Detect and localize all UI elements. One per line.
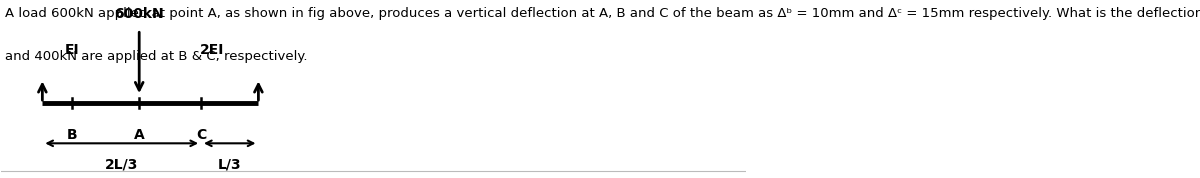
Text: A: A (134, 128, 144, 142)
Text: 600kN: 600kN (114, 7, 164, 21)
Text: 2EI: 2EI (200, 43, 224, 57)
Text: L/3: L/3 (218, 157, 241, 171)
Text: 2L/3: 2L/3 (106, 157, 138, 171)
Text: EI: EI (65, 43, 79, 57)
Text: A load 600kN applied at point A, as shown in fig above, produces a vertical defl: A load 600kN applied at point A, as show… (5, 7, 1200, 20)
Text: C: C (196, 128, 206, 142)
Text: B: B (67, 128, 78, 142)
Text: and 400kN are applied at B & C, respectively.: and 400kN are applied at B & C, respecti… (5, 50, 307, 63)
